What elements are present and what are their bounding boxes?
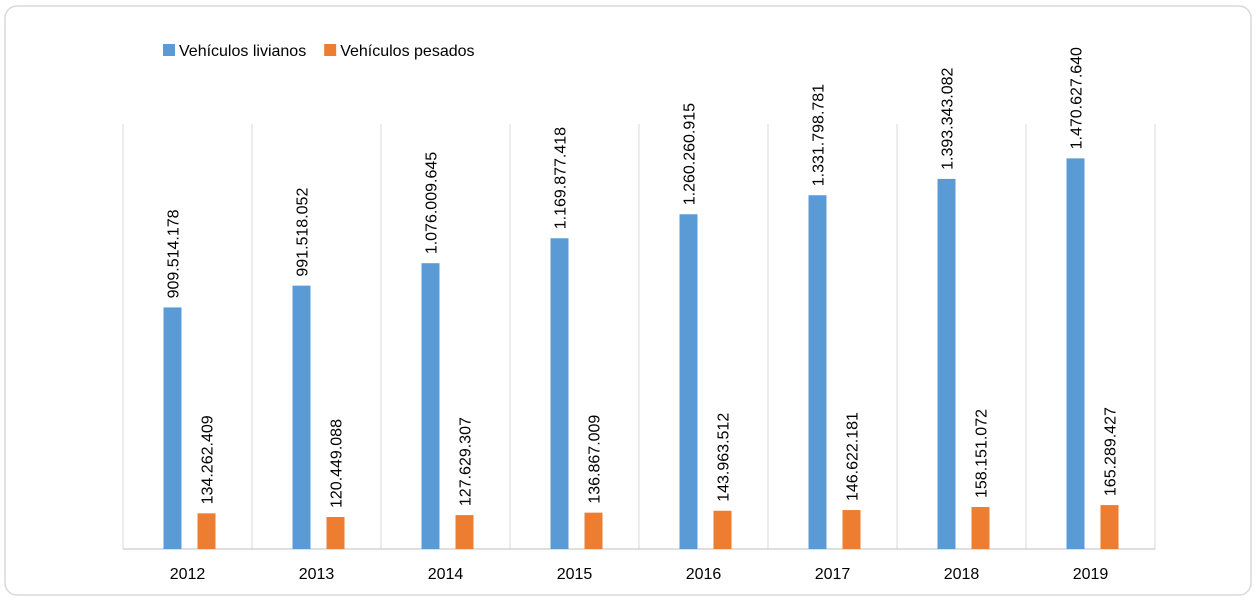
data-label: 909.514.178 [166, 209, 183, 298]
bar [292, 285, 311, 549]
data-label: 146.622.181 [845, 412, 862, 501]
bar [550, 238, 569, 549]
bar [421, 263, 440, 549]
x-tick-label: 2013 [299, 566, 335, 583]
x-tick-label: 2017 [815, 566, 851, 583]
bar [937, 178, 956, 549]
data-label: 1.331.798.781 [811, 84, 828, 186]
x-tick-label: 2018 [944, 566, 980, 583]
data-label: 158.151.072 [974, 409, 991, 498]
data-label: 143.963.512 [716, 413, 733, 502]
data-label: 165.289.427 [1103, 407, 1120, 496]
x-tick-label: 2015 [557, 566, 593, 583]
x-tick-label: 2016 [686, 566, 722, 583]
data-label: 1.393.343.082 [940, 67, 957, 169]
bar [1100, 505, 1119, 549]
bar [971, 506, 990, 549]
bar [842, 510, 861, 549]
bar [713, 510, 732, 549]
legend-label: Vehículos livianos [179, 43, 306, 60]
legend-swatch [324, 44, 337, 56]
bar [584, 512, 603, 549]
chart-border [4, 5, 1252, 596]
data-label: 127.629.307 [458, 417, 475, 506]
data-label: 1.470.627.640 [1069, 47, 1086, 149]
data-label: 1.260.260.915 [682, 103, 699, 205]
bar [455, 515, 474, 549]
data-label: 134.262.409 [200, 415, 217, 504]
bar [326, 517, 345, 549]
data-label: 120.449.088 [329, 419, 346, 508]
data-label: 136.867.009 [587, 415, 604, 504]
bar [679, 214, 698, 549]
x-tick-label: 2014 [428, 566, 464, 583]
data-label: 991.518.052 [295, 188, 312, 277]
x-tick-label: 2012 [170, 566, 206, 583]
x-tick-label: 2019 [1073, 566, 1109, 583]
data-label: 1.076.009.645 [424, 152, 441, 254]
bar [163, 307, 182, 549]
legend-swatch [163, 44, 175, 56]
legend-label: Vehículos pesados [340, 43, 474, 60]
bar [1066, 158, 1085, 549]
bar [197, 513, 216, 549]
bar [808, 195, 827, 549]
data-label: 1.169.877.418 [553, 127, 570, 229]
